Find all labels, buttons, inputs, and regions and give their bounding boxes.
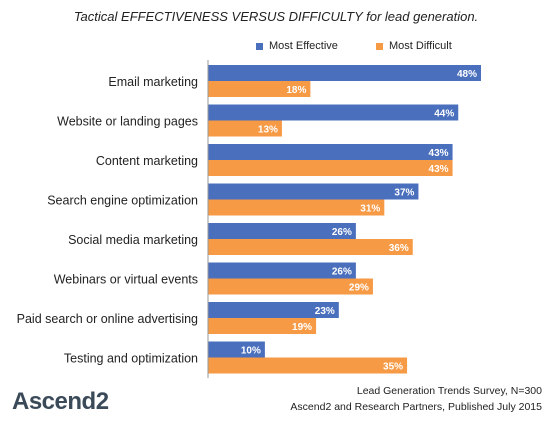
category-label: Content marketing: [96, 154, 198, 168]
legend-label-most-difficult: Most Difficult: [389, 40, 452, 52]
data-label: 31%: [360, 204, 380, 215]
legend-swatch-most-effective: [256, 42, 263, 50]
bar-most-difficult: [208, 160, 453, 176]
legend-item-most-effective: Most Effective: [256, 40, 338, 52]
data-label: 26%: [332, 267, 352, 278]
category-label: Paid search or online advertising: [17, 312, 198, 326]
data-label: 13%: [258, 125, 278, 136]
data-label: 36%: [389, 243, 409, 254]
bar-most-difficult: [208, 81, 311, 97]
category-label: Search engine optimization: [47, 194, 198, 208]
data-label: 26%: [332, 227, 352, 238]
data-label: 43%: [429, 164, 449, 175]
data-label: 43%: [429, 148, 449, 159]
category-label: Testing and optimization: [64, 352, 198, 366]
category-label: Email marketing: [108, 75, 198, 89]
category-label: Website or landing pages: [57, 115, 198, 129]
chart-title: Tactical EFFECTIVENESS VERSUS DIFFICULTY…: [73, 9, 479, 24]
legend-swatch-most-difficult: [376, 42, 383, 50]
data-label: 19%: [292, 322, 312, 333]
bar-most-difficult: [208, 199, 385, 216]
category-label: Webinars or virtual events: [54, 273, 198, 287]
bar-most-difficult: [208, 239, 413, 255]
bar-most-effective: [208, 65, 481, 81]
bar-most-effective: [208, 183, 419, 200]
legend-item-most-difficult: Most Difficult: [376, 40, 452, 52]
brand-logo: Ascend2: [12, 388, 109, 415]
bar-most-difficult: [208, 357, 408, 374]
legend-label-most-effective: Most Effective: [269, 40, 338, 52]
bar-most-difficult: [208, 120, 282, 137]
bar-most-effective: [208, 262, 356, 279]
data-label: 37%: [394, 188, 414, 199]
bar-most-difficult: [208, 278, 373, 295]
bar-most-effective: [208, 341, 265, 358]
footer-source: Lead Generation Trends Survey, N=300: [356, 385, 542, 397]
bar-most-difficult: [208, 318, 317, 334]
data-label: 44%: [434, 109, 454, 120]
bar-most-effective: [208, 223, 356, 239]
bar-most-effective: [208, 104, 459, 121]
data-label: 18%: [286, 85, 306, 96]
data-label: 35%: [383, 362, 403, 373]
data-label: 29%: [349, 283, 369, 294]
data-label: 48%: [457, 69, 477, 80]
data-label: 23%: [315, 306, 335, 317]
footer-publisher: Ascend2 and Research Partners, Published…: [290, 401, 542, 413]
bar-most-effective: [208, 302, 339, 318]
data-label: 10%: [241, 346, 261, 357]
bar-most-effective: [208, 144, 453, 160]
category-label: Social media marketing: [68, 233, 198, 247]
